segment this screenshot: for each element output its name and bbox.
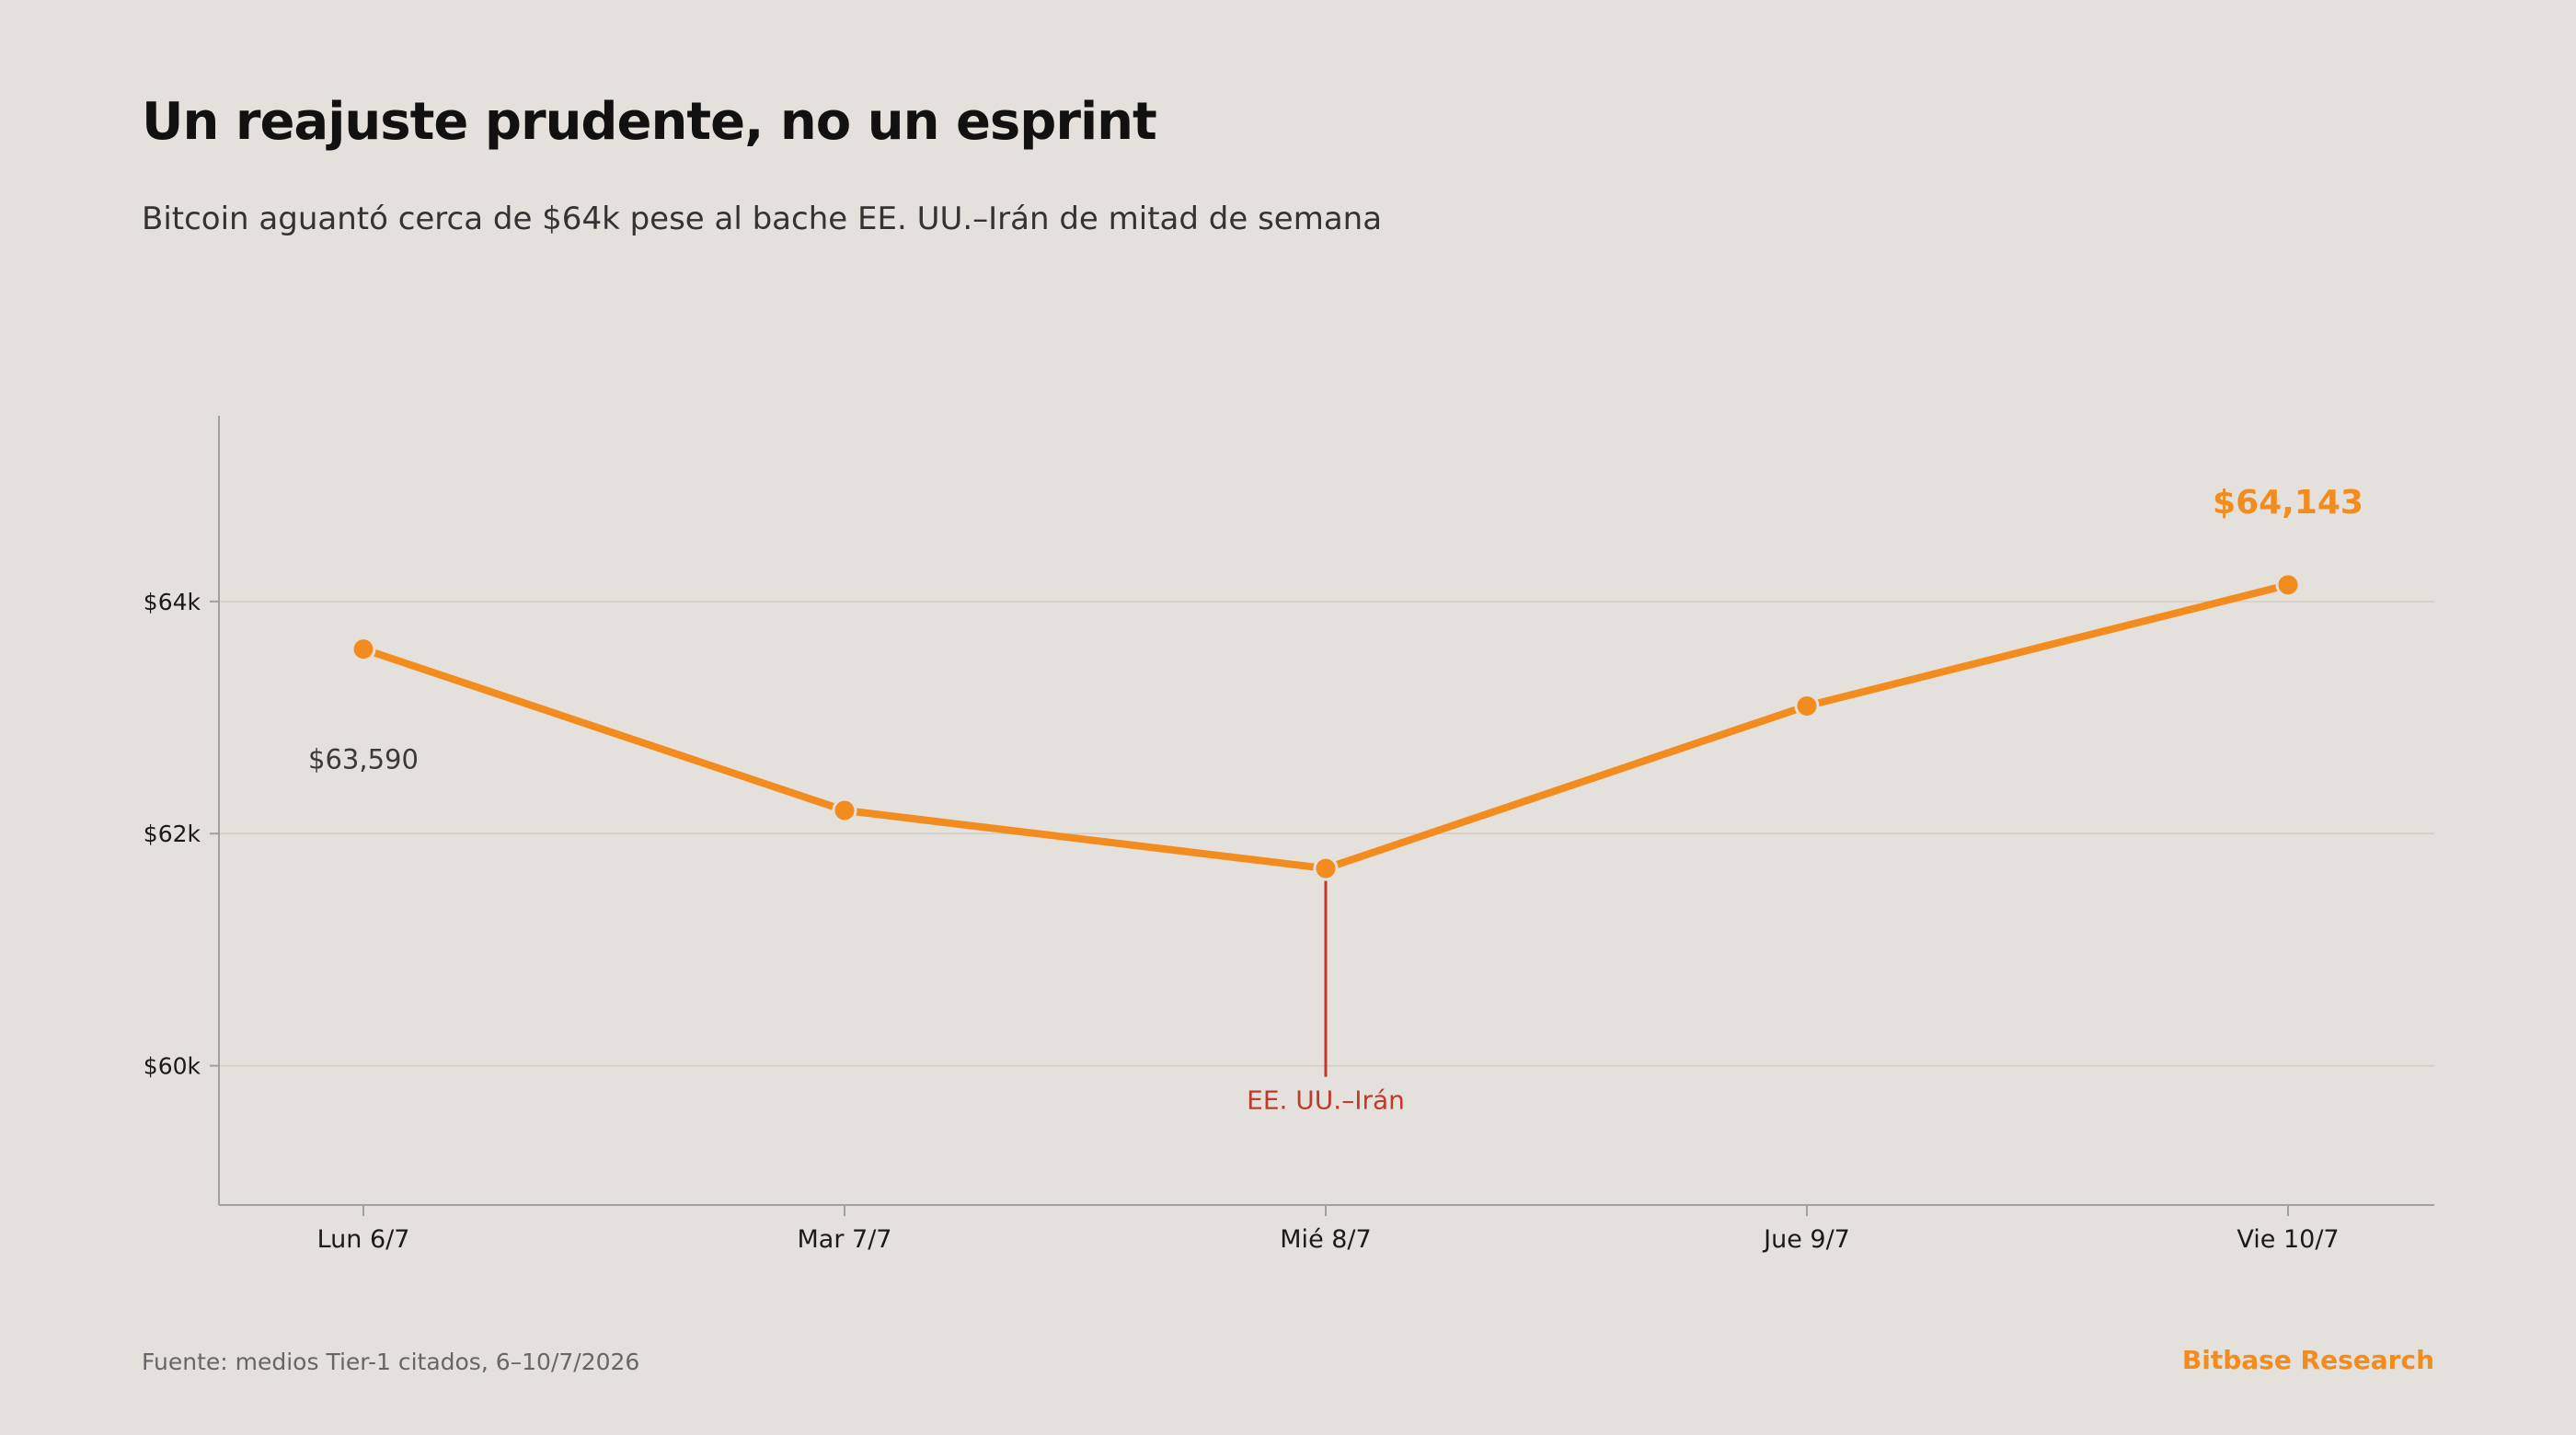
axes: $60k $62k $64k Lun 6/7 Mar 7/7 Mié 8/7 Jue 9/7… (144, 416, 2434, 1254)
data-point (1794, 693, 1820, 718)
x-tick-label: Vie 10/7 (2237, 1225, 2339, 1254)
brand-label: Bitbase Research (2181, 1345, 2434, 1375)
x-tick-label: Mar 7/7 (798, 1225, 892, 1254)
series (351, 572, 2301, 881)
x-tick-label: Jue 9/7 (1762, 1225, 1850, 1254)
data-point (2275, 572, 2301, 598)
y-tick-label: $64k (144, 589, 201, 615)
data-label-last: $64,143 (2213, 484, 2363, 522)
labels: $63,590 $64,143 (308, 484, 2363, 775)
y-tick-label: $60k (144, 1053, 201, 1080)
series-line (360, 580, 2292, 873)
chart-subtitle: Bitcoin aguantó cerca de $64k pese al ba… (142, 201, 1383, 237)
x-tick-label: Mié 8/7 (1280, 1225, 1371, 1254)
data-point (832, 798, 857, 823)
y-tick-label: $62k (144, 821, 201, 847)
data-point (351, 637, 376, 662)
data-point (1313, 855, 1339, 881)
source-note: Fuente: medios Tier-1 citados, 6–10/7/20… (142, 1349, 640, 1375)
chart-title: Un reajuste prudente, no un esprint (142, 92, 1157, 152)
data-label-first: $63,590 (308, 744, 419, 775)
event-annotation-label: EE. UU.–Irán (1247, 1085, 1405, 1116)
annotations: EE. UU.–Irán (1247, 868, 1405, 1116)
x-tick-label: Lun 6/7 (317, 1225, 410, 1254)
